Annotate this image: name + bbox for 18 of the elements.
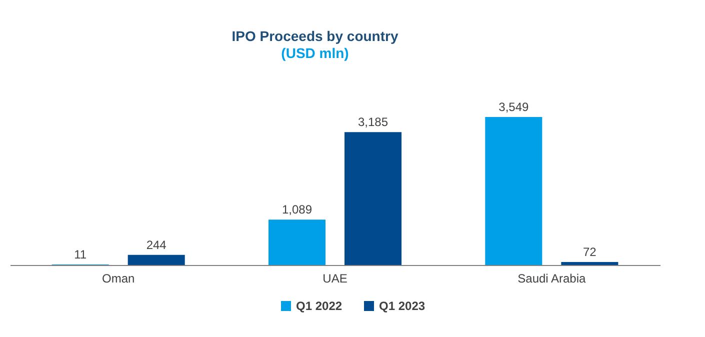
data-label: 11 (74, 248, 87, 262)
bar (485, 117, 542, 265)
data-label: 1,089 (282, 202, 312, 217)
bar (561, 262, 618, 265)
chart-title: IPO Proceeds by country (232, 28, 398, 44)
x-tick-label: UAE (322, 272, 348, 286)
bar (344, 132, 402, 265)
data-label: 244 (146, 238, 167, 252)
x-tick-label: Saudi Arabia (518, 272, 586, 286)
legend-label: Q1 2023 (379, 299, 426, 313)
data-label: 3,549 (498, 100, 529, 114)
bar (268, 220, 326, 265)
chart-subtitle: (USD mln) (281, 45, 349, 61)
x-tick-label: Oman (102, 272, 135, 286)
bar (128, 254, 185, 265)
legend-label: Q1 2022 (296, 299, 342, 313)
data-label: 72 (583, 244, 597, 259)
data-label: 3,185 (358, 115, 388, 130)
